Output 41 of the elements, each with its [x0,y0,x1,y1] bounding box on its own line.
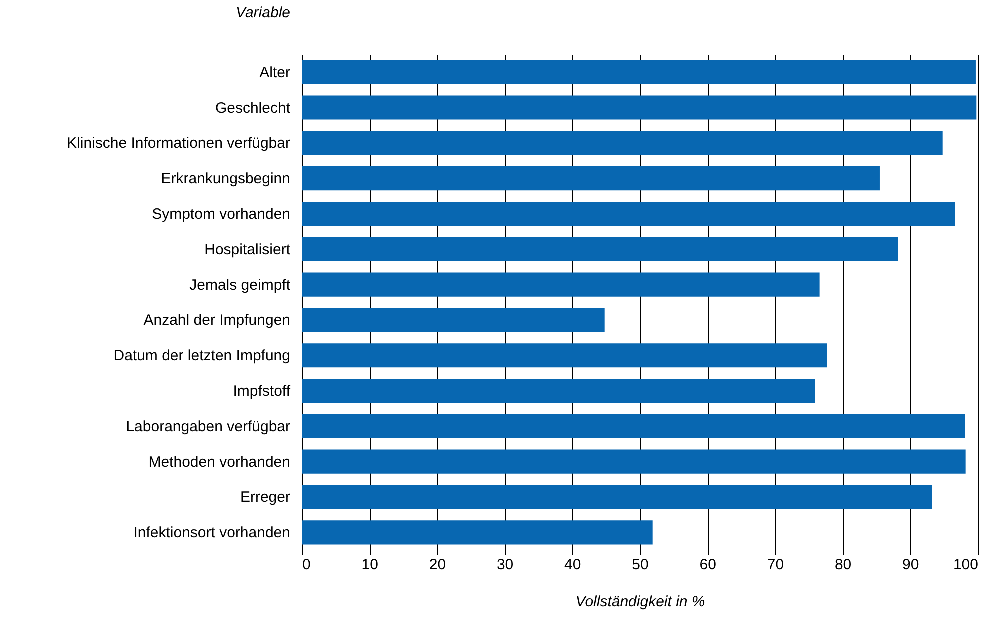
bar [302,378,816,404]
x-tick-label: 60 [700,556,716,574]
x-tick-label: 80 [834,556,852,574]
y-tick-label: Laborangaben verfügbar [126,418,291,436]
x-tick-label: 20 [429,556,446,574]
y-axis-title: Variable [236,4,290,22]
x-tick-label: 0 [302,556,311,574]
bar [302,272,820,297]
y-tick-label: Geschlecht [215,100,292,117]
bar [302,131,943,156]
y-tick-label: Jemals geimpft [190,276,292,294]
bar [302,414,966,438]
bar [302,485,932,510]
y-tick-label: Datum der letzten Impfung [114,348,290,365]
y-tick-label: Klinische Informationen verfügbar [67,135,290,152]
x-axis-title: Vollständigkeit in % [576,594,706,610]
y-tick-label: Methoden vorhanden [148,454,290,471]
bar [302,237,898,262]
bar [302,450,966,474]
x-tick-label: 50 [632,556,649,574]
x-tick-label: 40 [564,556,582,574]
y-tick-label: Anzahl der Impfungen [144,312,290,330]
y-tick-label: Infektionsort vorhanden [134,524,290,542]
y-tick-label: Hospitalisiert [204,241,292,258]
y-tick-label: Alter [260,64,291,82]
x-tick-label: 30 [496,556,514,574]
x-tick-label: 10 [362,556,378,574]
x-tick-label: 90 [902,556,920,574]
y-tick-label: Impfstoff [233,383,292,400]
bar [302,520,653,545]
bar [302,308,605,332]
y-tick-label: Symptom vorhanden [152,206,290,223]
x-tick-label: 100 [953,556,978,574]
bar [302,344,828,368]
x-tick-label: 70 [767,556,784,574]
y-tick-label: Erkrankungsbeginn [161,170,290,188]
bar [302,202,956,226]
bar [302,96,977,120]
bar [302,60,976,84]
y-tick-label: Erreger [240,489,290,506]
bar [302,166,880,191]
